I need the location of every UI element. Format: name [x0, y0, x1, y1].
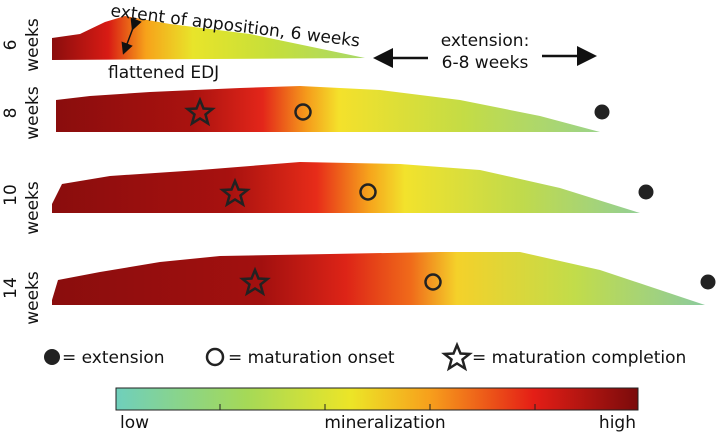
legend-label: = maturation completion	[472, 348, 686, 368]
annotation: flattened EDJ	[108, 63, 219, 83]
row-unit: weeks	[23, 18, 43, 72]
colorbar-label: low	[120, 413, 149, 433]
row-labels: 6 weeks 8 weeks 10 weeks 14 weeks	[1, 18, 43, 325]
annotation: 6-8 weeks	[442, 53, 529, 73]
row-number: 6	[1, 40, 21, 51]
colorbar	[115, 387, 639, 411]
row-unit: weeks	[23, 271, 43, 325]
maturation-completion-marker	[184, 96, 216, 127]
arrow	[121, 17, 142, 55]
section-10-weeks	[52, 162, 640, 213]
row-number: 10	[1, 184, 21, 206]
extension-marker	[638, 184, 654, 200]
maturation-onset-marker	[424, 273, 442, 291]
maturation-completion-marker	[239, 266, 271, 297]
row-number: 8	[1, 108, 21, 119]
maturation-completion-marker	[219, 177, 251, 208]
section-14-weeks	[52, 252, 705, 305]
legend-completion-icon	[441, 341, 473, 372]
colorbar-title: mineralization	[324, 413, 445, 433]
annotation: extension:	[441, 31, 530, 51]
colorbar-label: high	[599, 413, 636, 433]
extension-marker	[700, 274, 716, 290]
extension-marker	[594, 104, 610, 120]
legend-onset-icon	[205, 347, 225, 367]
legend-extension-icon	[44, 349, 60, 365]
maturation-onset-marker	[359, 183, 377, 201]
row-unit: weeks	[23, 181, 43, 235]
maturation-onset-marker	[294, 103, 312, 121]
legend-label: = extension	[62, 348, 165, 368]
section-8-weeks	[56, 86, 600, 132]
row-number: 14	[1, 277, 21, 299]
legend-label: = maturation onset	[228, 348, 395, 368]
row-unit: weeks	[23, 86, 43, 140]
